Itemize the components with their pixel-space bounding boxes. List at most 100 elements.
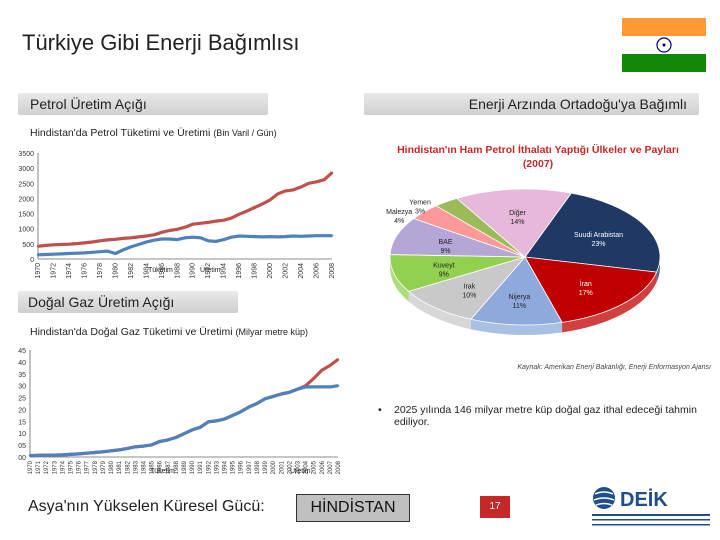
gas-title-text: Hindistan'da Doğal Gaz Tüketimi ve Üreti…	[30, 326, 233, 338]
data-point	[183, 226, 187, 229]
data-point	[52, 243, 55, 246]
data-point	[114, 238, 117, 241]
data-point	[230, 235, 233, 239]
data-point	[61, 453, 64, 457]
data-point	[328, 385, 332, 389]
data-point	[174, 436, 178, 439]
data-point	[137, 235, 140, 239]
data-point	[52, 252, 55, 256]
data-point	[176, 238, 179, 241]
data-point	[222, 238, 225, 241]
gas-forecast-text: 2025 yılında 146 milyar metre küp doğal …	[394, 404, 697, 428]
data-point	[67, 252, 71, 255]
y-tick-label: 00	[18, 455, 26, 462]
y-tick-label: 3000	[18, 166, 34, 173]
x-tick-label: 1995	[231, 460, 237, 474]
y-tick-label: 500	[22, 242, 34, 249]
x-tick-label: 1971	[36, 460, 42, 474]
data-point	[253, 235, 256, 238]
x-tick-label: 2003	[295, 460, 301, 474]
data-point	[83, 251, 86, 255]
x-tick-label: 1986	[158, 460, 164, 474]
data-point	[109, 449, 113, 453]
data-point	[336, 384, 340, 387]
x-tick-label: 1985	[150, 460, 156, 474]
data-point	[320, 369, 323, 372]
pie-label-value: 3%	[415, 209, 425, 216]
pie-label-name: Malezya	[386, 209, 412, 216]
x-tick-label: 1970	[28, 460, 34, 474]
data-point	[137, 243, 140, 246]
x-tick-label: 1976	[77, 460, 83, 474]
data-point	[299, 235, 303, 238]
x-tick-label: 1981	[117, 460, 123, 474]
gas-line-chart: 00 05 10 15 20 25 30 35 40 45 1970 1971 1972 1973 1974…	[18, 348, 342, 475]
x-tick-label: 2006	[314, 263, 321, 279]
data-point	[330, 171, 334, 174]
data-point	[83, 241, 86, 245]
data-point	[106, 249, 109, 253]
data-point	[114, 252, 117, 255]
data-point	[44, 253, 47, 256]
data-point	[160, 231, 163, 234]
data-point	[247, 405, 251, 409]
y-tick-label: 2500	[18, 181, 34, 188]
data-point	[261, 202, 264, 206]
mideast-band: Enerji Arzında Ortadoğu'ya Bağımlı	[364, 93, 699, 115]
data-point	[90, 251, 94, 254]
x-tick-label: 2004	[304, 460, 310, 474]
data-point	[312, 377, 315, 380]
pie-label-value: 11%	[513, 303, 527, 310]
data-point	[36, 454, 40, 457]
data-point	[67, 242, 71, 246]
data-point	[28, 454, 32, 457]
data-point	[207, 239, 210, 243]
x-tick-label: 1998	[252, 263, 259, 279]
x-tick-label: 1993	[214, 460, 220, 474]
series-label: Tüketim	[150, 468, 175, 475]
data-point	[60, 252, 63, 256]
x-tick-label: 1994	[223, 460, 229, 474]
x-tick-label: 1990	[190, 460, 196, 474]
data-point	[268, 235, 272, 238]
data-point	[90, 240, 94, 244]
y-tick-label: 3500	[18, 151, 34, 158]
x-tick-label: 2000	[271, 460, 277, 474]
deik-logo-icon: DEİK	[590, 482, 712, 534]
x-tick-label: 1979	[101, 460, 107, 474]
data-point	[98, 239, 102, 243]
y-tick-label: 45	[18, 348, 26, 355]
data-point	[237, 212, 241, 216]
x-tick-label: 1978	[93, 460, 99, 474]
x-tick-label: 1996	[239, 460, 245, 474]
data-point	[44, 244, 47, 247]
oil-gap-band: Petrol Üretim Açığı	[18, 93, 268, 115]
x-tick-label: 1988	[174, 263, 181, 279]
data-point	[121, 248, 125, 252]
y-tick-label: 0	[30, 257, 34, 264]
y-tick-label: 20	[18, 407, 26, 414]
y-tick-label: 35	[18, 372, 26, 379]
data-point	[93, 451, 97, 454]
data-point	[152, 239, 156, 242]
gas-chart-title: Hindistan'da Doğal Gaz Tüketimi ve Üreti…	[30, 326, 350, 338]
data-point	[53, 453, 56, 457]
data-point	[199, 222, 202, 225]
x-tick-label: 1988	[174, 460, 180, 474]
pie-label-value: 14%	[510, 219, 524, 226]
pie-label-name: Kuveyt	[433, 262, 454, 269]
data-point	[183, 236, 187, 239]
svg-text:DEİK: DEİK	[620, 488, 668, 511]
gas-gap-band: Doğal Gaz Üretim Açığı	[18, 291, 238, 313]
pie-label-name: Irak	[464, 284, 476, 291]
data-point	[199, 236, 202, 239]
y-tick-label: 1000	[18, 227, 34, 234]
x-tick-label: 1994	[221, 263, 228, 279]
data-point	[168, 237, 171, 241]
x-tick-label: 2008	[336, 460, 342, 474]
data-point	[150, 443, 153, 447]
series-line-üretim	[29, 384, 339, 458]
data-point	[239, 410, 242, 414]
data-point	[142, 444, 145, 448]
data-point	[168, 229, 171, 232]
